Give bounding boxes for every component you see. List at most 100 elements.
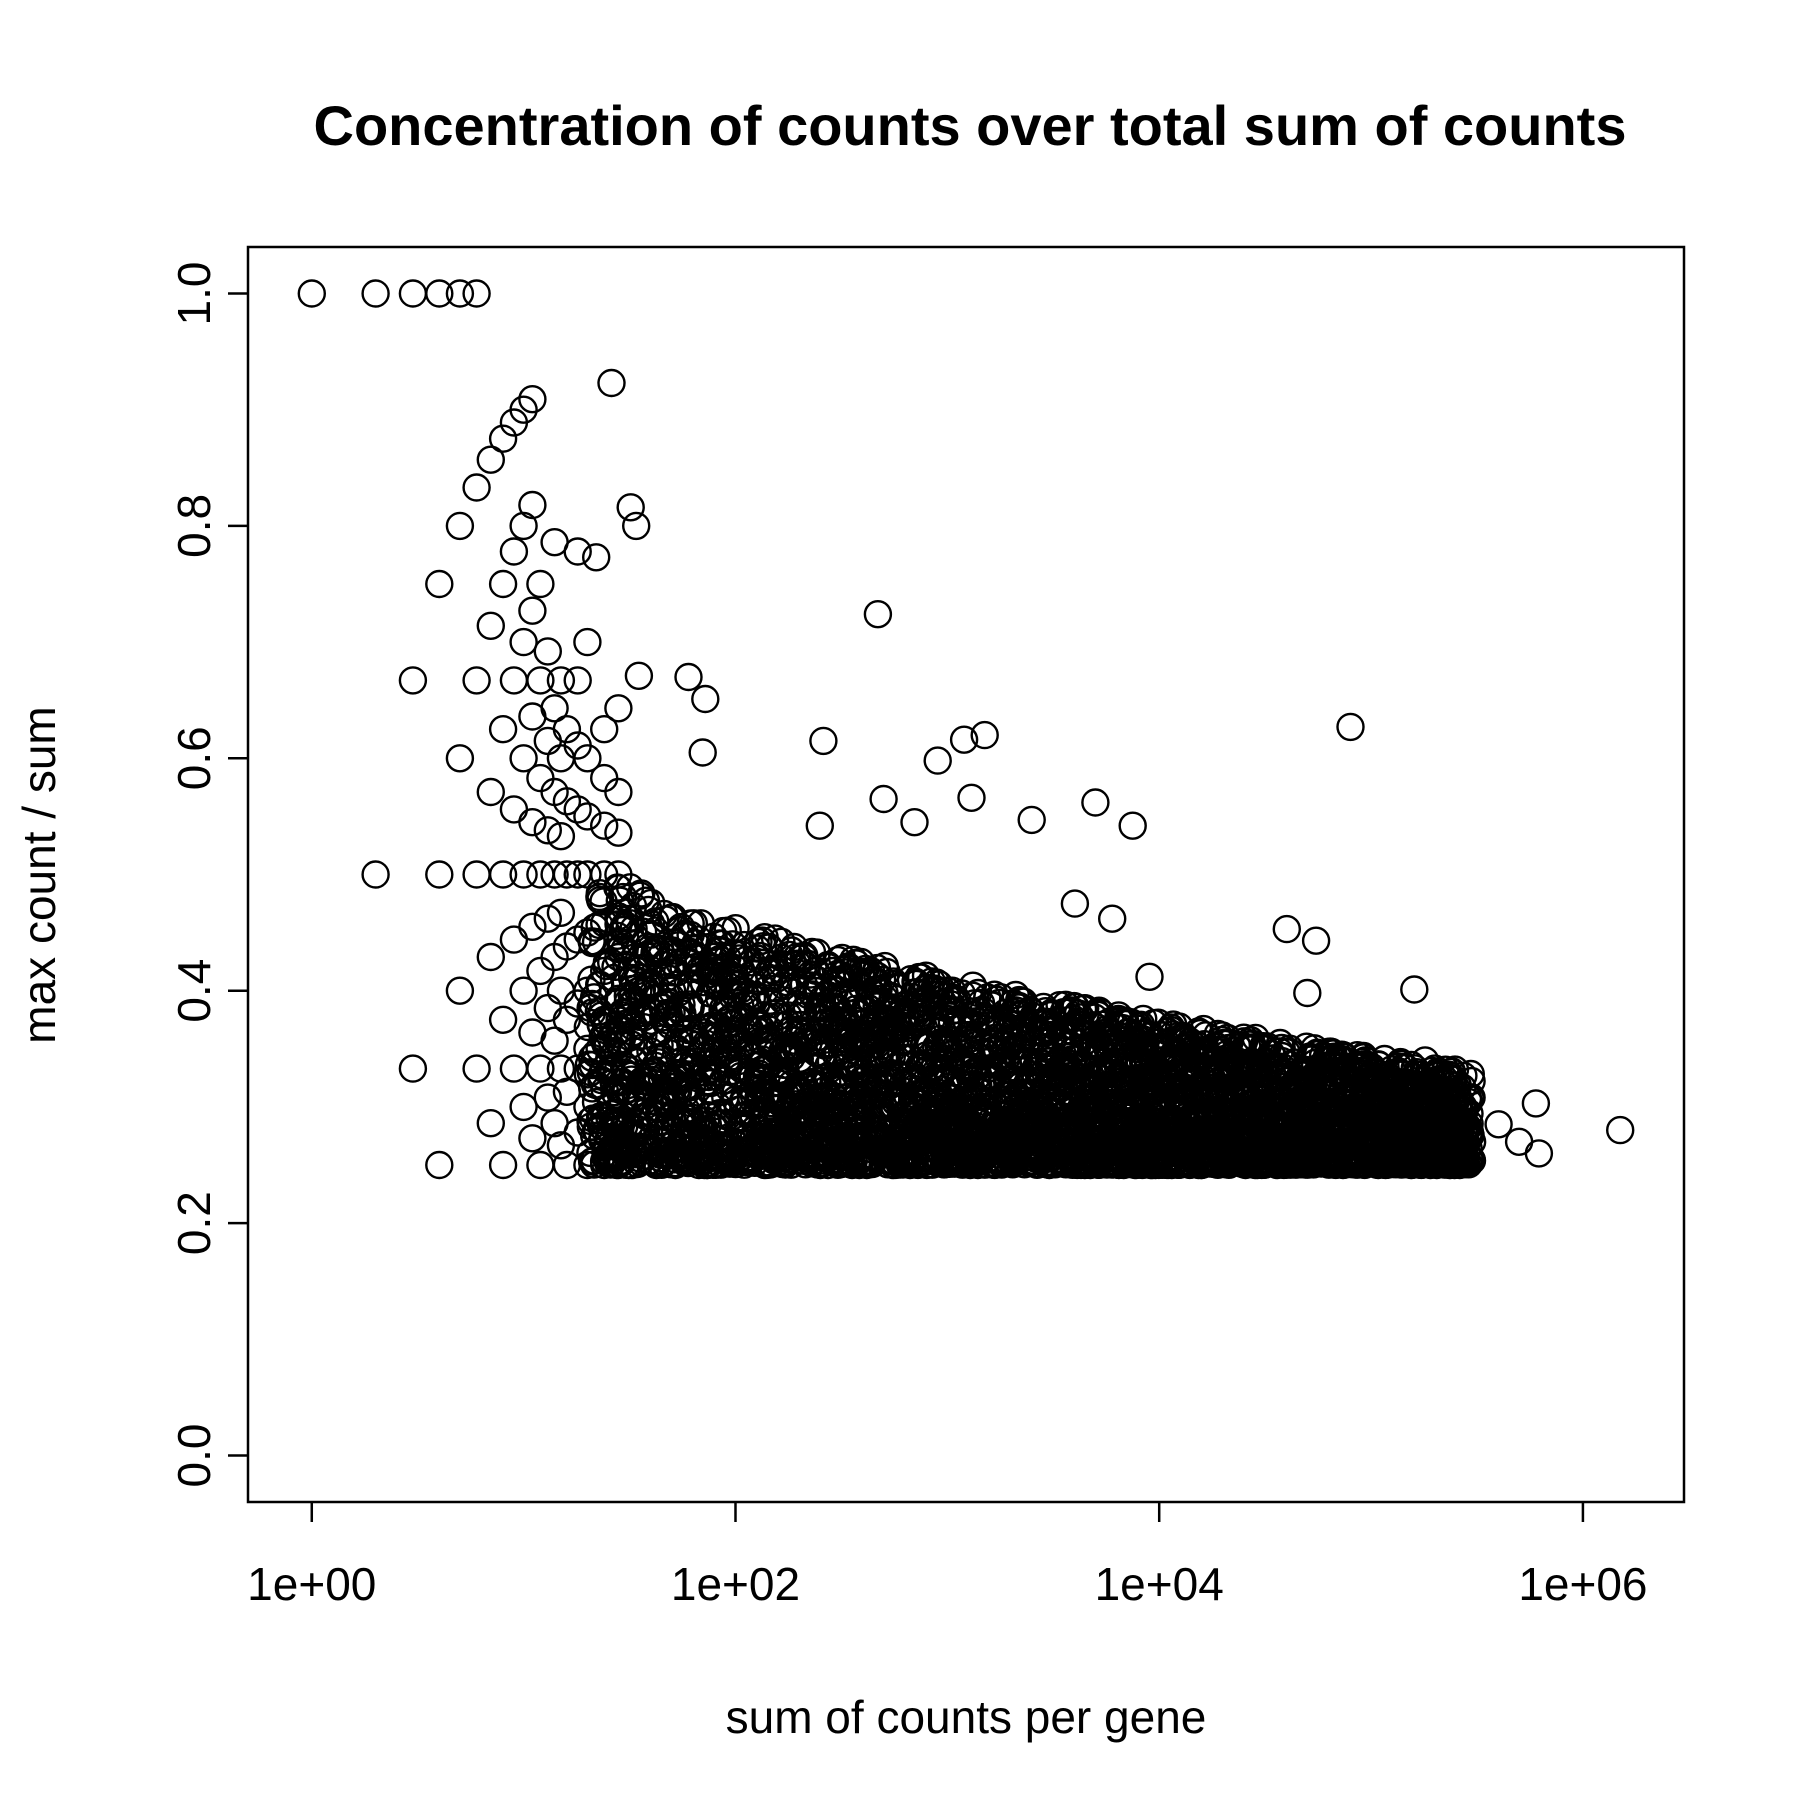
chart-title: Concentration of counts over total sum o… bbox=[314, 94, 1627, 157]
data-point bbox=[1184, 1017, 1213, 1046]
data-point bbox=[1384, 1149, 1413, 1179]
data-point bbox=[297, 279, 326, 308]
data-point bbox=[604, 860, 633, 889]
data-point bbox=[970, 720, 999, 750]
data-point bbox=[1017, 805, 1046, 835]
data-point bbox=[976, 1004, 1005, 1033]
data-point bbox=[597, 948, 626, 977]
data-point bbox=[1145, 1046, 1175, 1075]
data-point bbox=[805, 811, 834, 840]
data-point bbox=[1249, 1053, 1279, 1083]
data-point bbox=[1272, 914, 1302, 944]
data-point bbox=[869, 784, 898, 814]
data-point bbox=[1022, 1150, 1052, 1180]
data-point bbox=[552, 1150, 582, 1180]
data-point bbox=[1401, 1075, 1431, 1105]
data-point bbox=[954, 1053, 983, 1082]
data-point bbox=[398, 279, 428, 308]
data-point bbox=[425, 569, 454, 599]
data-point bbox=[781, 1031, 810, 1060]
data-point bbox=[1317, 1037, 1346, 1067]
data-point bbox=[1400, 975, 1429, 1004]
data-point bbox=[604, 902, 633, 931]
data-point bbox=[876, 1145, 905, 1175]
data-point bbox=[694, 1082, 723, 1111]
data-point bbox=[445, 744, 475, 773]
data-point bbox=[687, 956, 717, 986]
data-point bbox=[923, 746, 952, 775]
data-point bbox=[1040, 1119, 1069, 1148]
data-point bbox=[794, 1029, 823, 1058]
data-point bbox=[533, 1083, 562, 1112]
data-point bbox=[1297, 1079, 1326, 1108]
data-point bbox=[787, 1071, 817, 1101]
data-point bbox=[1060, 889, 1090, 918]
data-point bbox=[1420, 1054, 1450, 1083]
data-point bbox=[970, 1150, 999, 1179]
data-point bbox=[666, 1138, 696, 1168]
data-point bbox=[634, 895, 663, 925]
data-point bbox=[642, 1124, 671, 1154]
data-point bbox=[590, 909, 619, 938]
data-point bbox=[1197, 1118, 1227, 1147]
data-point bbox=[590, 1005, 619, 1034]
data-point bbox=[361, 279, 390, 308]
data-point bbox=[846, 1026, 875, 1056]
data-point bbox=[1188, 1047, 1217, 1077]
data-point bbox=[827, 943, 857, 973]
data-point bbox=[1484, 1110, 1513, 1139]
data-point bbox=[968, 1022, 997, 1051]
data-point bbox=[650, 1086, 680, 1115]
data-point bbox=[518, 490, 547, 520]
data-point bbox=[563, 666, 592, 695]
data-point bbox=[573, 1012, 602, 1042]
data-point bbox=[488, 424, 518, 453]
data-point bbox=[1122, 1097, 1151, 1126]
data-point bbox=[1338, 1070, 1368, 1100]
data-point bbox=[1213, 1149, 1242, 1179]
data-point bbox=[863, 600, 893, 629]
data-point bbox=[476, 445, 505, 474]
data-point bbox=[1293, 978, 1322, 1008]
data-point bbox=[563, 537, 592, 566]
data-point bbox=[573, 860, 602, 889]
data-point bbox=[812, 1007, 841, 1037]
data-point bbox=[1186, 1018, 1215, 1048]
data-point bbox=[1415, 1073, 1445, 1102]
data-point bbox=[677, 1072, 707, 1102]
data-point bbox=[1441, 1146, 1471, 1175]
data-point bbox=[608, 1087, 637, 1117]
data-point bbox=[526, 956, 555, 986]
data-point bbox=[669, 1119, 698, 1149]
data-point bbox=[1019, 1136, 1049, 1165]
data-point bbox=[526, 1150, 555, 1180]
data-point bbox=[586, 970, 615, 1000]
data-point bbox=[1124, 1064, 1154, 1094]
data-point bbox=[785, 1018, 815, 1048]
data-point bbox=[604, 1150, 633, 1180]
data-point bbox=[799, 1140, 828, 1170]
data-point bbox=[1169, 1099, 1199, 1128]
data-point bbox=[872, 957, 901, 987]
data-point bbox=[651, 947, 681, 977]
data-point bbox=[526, 666, 555, 695]
data-point bbox=[873, 1000, 903, 1029]
data-point bbox=[757, 1028, 787, 1058]
data-point bbox=[1081, 788, 1110, 817]
data-point bbox=[1088, 1075, 1117, 1104]
data-point bbox=[681, 929, 710, 958]
data-point bbox=[1232, 1131, 1261, 1161]
data-point bbox=[1246, 1088, 1275, 1118]
data-point bbox=[509, 1092, 538, 1122]
data-point bbox=[678, 1054, 707, 1083]
data-point bbox=[488, 1150, 518, 1180]
data-point bbox=[873, 1150, 902, 1179]
data-point bbox=[590, 763, 619, 793]
data-point bbox=[1328, 1070, 1358, 1100]
data-point bbox=[604, 984, 633, 1013]
data-point bbox=[714, 1022, 744, 1051]
data-point bbox=[705, 1024, 734, 1053]
data-point bbox=[499, 925, 529, 954]
data-point bbox=[1325, 1106, 1355, 1136]
